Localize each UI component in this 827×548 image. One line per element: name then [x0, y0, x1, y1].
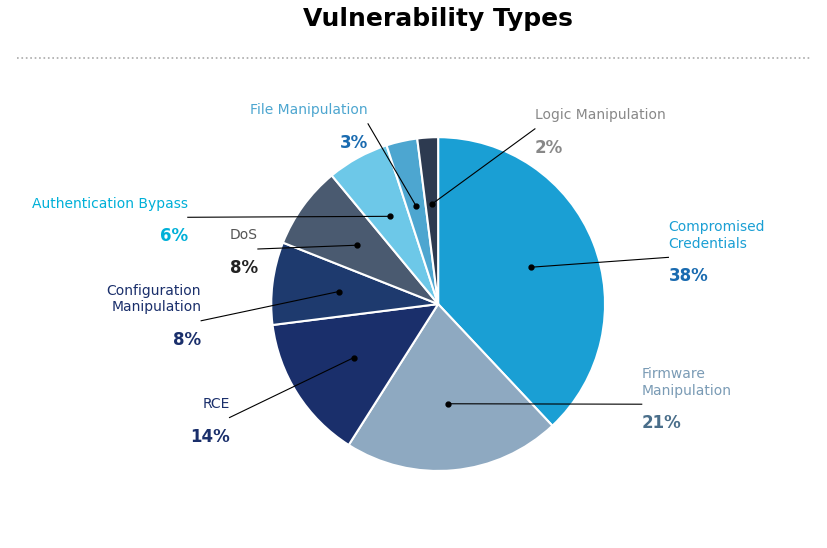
Text: 3%: 3% — [339, 134, 367, 152]
Text: File Manipulation: File Manipulation — [250, 103, 367, 117]
Text: 8%: 8% — [173, 331, 201, 349]
Text: Logic Manipulation: Logic Manipulation — [534, 108, 665, 122]
Text: Compromised
Credentials: Compromised Credentials — [667, 220, 764, 250]
Wedge shape — [332, 145, 437, 304]
Text: RCE: RCE — [202, 397, 229, 411]
Text: Authentication Bypass: Authentication Bypass — [31, 197, 188, 210]
Wedge shape — [271, 243, 437, 325]
Text: 21%: 21% — [641, 414, 681, 432]
Text: 8%: 8% — [229, 259, 257, 277]
Text: 38%: 38% — [667, 267, 707, 286]
Wedge shape — [417, 137, 437, 304]
Text: DoS: DoS — [230, 229, 257, 242]
Text: Configuration
Manipulation: Configuration Manipulation — [107, 284, 201, 314]
Wedge shape — [272, 304, 437, 445]
Text: Firmware
Manipulation: Firmware Manipulation — [641, 367, 731, 397]
Wedge shape — [348, 304, 552, 471]
Wedge shape — [437, 137, 605, 426]
Wedge shape — [283, 175, 437, 304]
Wedge shape — [386, 139, 437, 304]
Text: 14%: 14% — [189, 427, 229, 446]
Text: 6%: 6% — [160, 227, 188, 246]
Title: Vulnerability Types: Vulnerability Types — [303, 7, 572, 31]
Text: 2%: 2% — [534, 139, 562, 157]
